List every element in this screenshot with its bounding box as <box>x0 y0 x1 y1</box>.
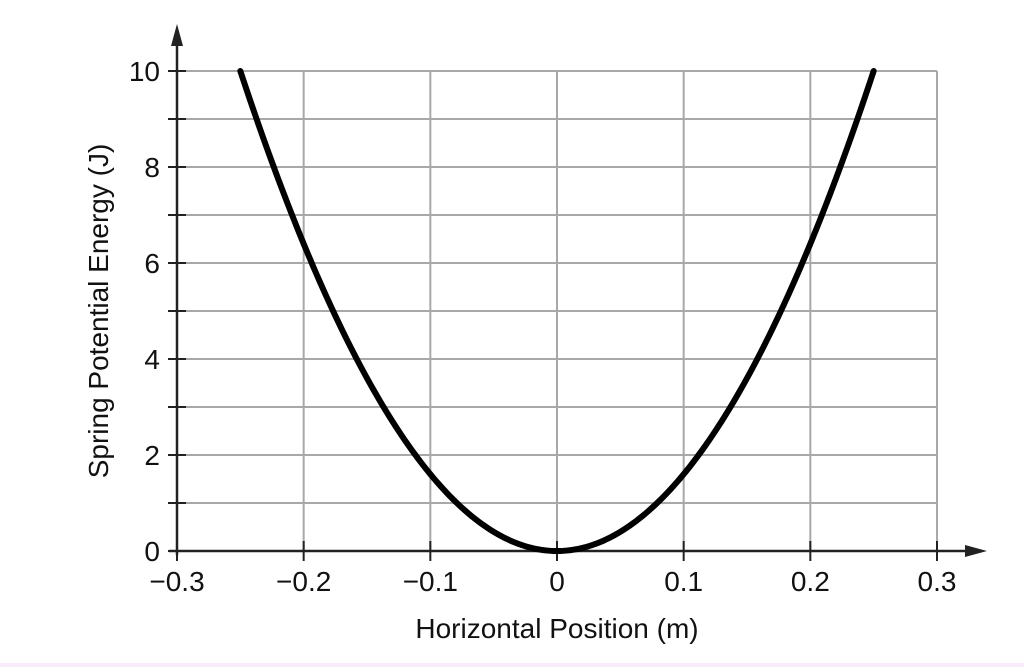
y-tick-label: 2 <box>144 440 160 471</box>
y-axis-label: Spring Potential Energy (J) <box>83 144 114 479</box>
y-tick-label: 4 <box>144 344 160 375</box>
energy-curve <box>237 68 877 554</box>
y-tick-label: 0 <box>144 536 160 567</box>
y-tick-label: 6 <box>144 248 160 279</box>
x-axis-label: Horizontal Position (m) <box>415 613 698 644</box>
y-tick-label: 8 <box>144 152 160 183</box>
y-tick-labels: 0 2 4 6 8 10 <box>129 56 160 567</box>
y-tick-label: 10 <box>129 56 160 87</box>
x-tick-label: 0 <box>549 566 565 597</box>
y-axis-arrow-icon <box>171 24 183 46</box>
x-tick-label: 0.1 <box>664 566 703 597</box>
tick-marks <box>168 70 938 561</box>
x-tick-label: −0.3 <box>149 566 204 597</box>
x-tick-label: −0.1 <box>403 566 458 597</box>
x-tick-label: 0.3 <box>918 566 957 597</box>
x-tick-label: −0.2 <box>276 566 331 597</box>
x-axis-arrow-icon <box>965 545 987 557</box>
grid-lines <box>177 70 938 551</box>
bottom-band <box>0 663 1024 667</box>
x-tick-labels: −0.3 −0.2 −0.1 0 0.1 0.2 0.3 <box>149 566 956 597</box>
x-tick-label: 0.2 <box>791 566 830 597</box>
